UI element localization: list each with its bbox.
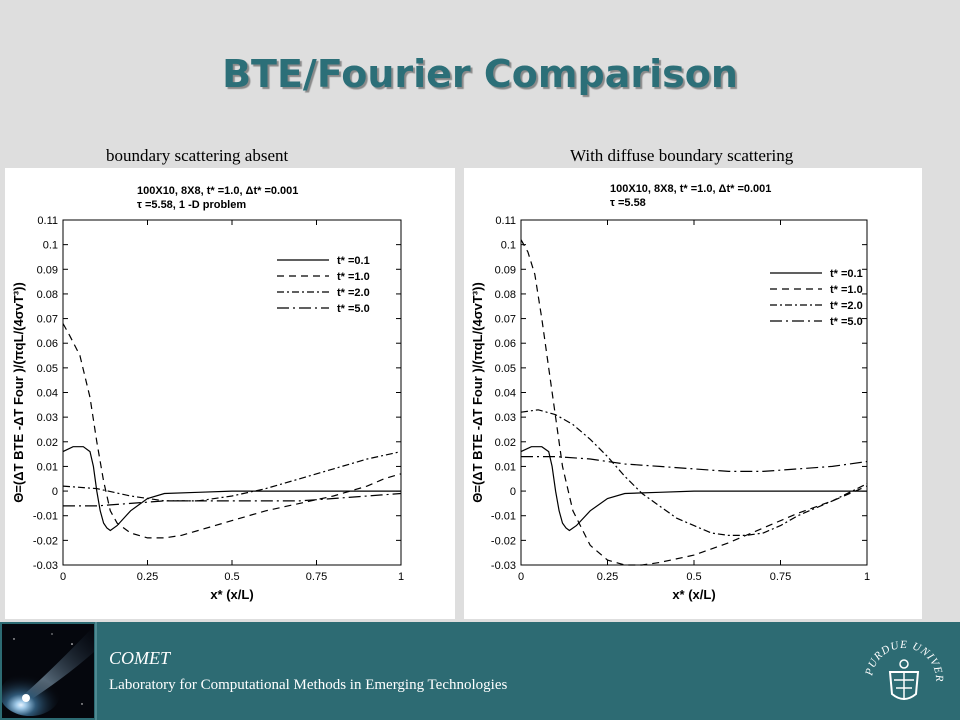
purdue-seal-icon: PURDUE UNIVERSITY (862, 632, 944, 700)
chart-caption-left: boundary scattering absent (106, 146, 289, 165)
y-tick-label: 0.07 (37, 314, 58, 326)
legend-label-4: t* =5.0 (337, 303, 370, 315)
y-tick-label: 0.11 (37, 215, 58, 227)
footer-bar: COMET Laboratory for Computational Metho… (0, 622, 960, 720)
y-tick-label: 0.09 (495, 264, 516, 276)
legend-label-4: t* =5.0 (830, 316, 863, 328)
series-line-1 (62, 446, 401, 532)
y-tick-label: -0.01 (491, 511, 516, 523)
y-axis-label: Θ=(ΔT BTE -ΔT Four )/(πqL/(4σvT³)) (11, 282, 26, 503)
legend-label-2: t* =1.0 (830, 284, 863, 296)
y-tick-label: 0 (52, 486, 58, 498)
series-line-1 (520, 446, 867, 532)
y-tick-label: 0.03 (37, 412, 58, 424)
y-tick-label: 0.04 (37, 388, 58, 400)
x-tick-label: 0.5 (224, 571, 239, 583)
chart-right: 0.11 0.1 0.09 0.08 0.07 0.06 0.05 0.04 0.03 0.02 0… (470, 183, 870, 602)
x-tick-label: 0 (518, 571, 524, 583)
y-tick-label: 0.08 (37, 289, 58, 301)
chart-annotation-line-1: 100X10, 8X8, t* =1.0, Δt* =0.001 (610, 183, 771, 195)
y-tick-label: -0.01 (33, 511, 58, 523)
y-tick-label: 0.02 (37, 437, 58, 449)
y-tick-label: -0.03 (491, 560, 516, 572)
y-tick-label: 0.03 (495, 412, 516, 424)
y-tick-label: 0.01 (495, 461, 516, 473)
y-tick-label: 0.05 (495, 363, 516, 375)
footer-org-name: COMET (109, 648, 171, 668)
x-axis-label: x* (x/L) (210, 587, 253, 602)
chart-annotation-line-2: τ =5.58 (610, 197, 646, 209)
x-tick-label: 0.5 (686, 571, 701, 583)
x-tick-label: 1 (864, 571, 870, 583)
chart-left: 0.11 0.1 0.09 0.08 0.07 0.06 0.05 0.04 0.03 0.02 0… (11, 185, 404, 602)
legend-label-1: t* =0.1 (830, 268, 863, 280)
slide-title: BTE/Fourier Comparison (222, 52, 738, 96)
plot-frame (520, 219, 868, 566)
series-line-3 (520, 409, 868, 536)
footer-separator (95, 622, 97, 720)
y-tick-label: -0.03 (33, 560, 58, 572)
series-line-2 (62, 323, 402, 539)
x-tick-label: 0.25 (597, 571, 618, 583)
legend-label-2: t* =1.0 (337, 271, 370, 283)
x-tick-label: 0.25 (137, 571, 158, 583)
y-tick-label: 0.1 (43, 240, 58, 252)
y-tick-label: 0.06 (495, 338, 516, 350)
y-tick-label: 0.08 (495, 289, 516, 301)
y-tick-label: 0.05 (37, 363, 58, 375)
y-tick-label: 0.01 (37, 461, 58, 473)
y-tick-label: -0.02 (491, 535, 516, 547)
legend-label-1: t* =0.1 (337, 255, 370, 267)
series-line-4 (521, 456, 868, 472)
comet-icon (2, 624, 94, 718)
x-tick-label: 0.75 (770, 571, 791, 583)
y-axis-label: Θ=(ΔT BTE -ΔT Four )/(πqL/(4σvT³)) (470, 282, 485, 503)
chart-panel-right: 0.11 0.1 0.09 0.08 0.07 0.06 0.05 0.04 0.03 0.02 0… (464, 168, 922, 619)
chart-annotation-line-1: 100X10, 8X8, t* =1.0, Δt* =0.001 (137, 185, 298, 197)
chart-annotation-line-2: τ =5.58, 1 -D problem (137, 199, 246, 211)
y-tick-label: 0.11 (495, 215, 516, 227)
y-tick-label: 0.04 (495, 388, 516, 400)
x-tick-label: 1 (398, 571, 404, 583)
x-tick-label: 0.75 (306, 571, 327, 583)
footer-lab-name: Laboratory for Computational Methods in … (109, 677, 508, 693)
y-tick-label: 0.07 (495, 314, 516, 326)
y-tick-label: -0.02 (33, 535, 58, 547)
x-tick-label: 0 (60, 571, 66, 583)
x-axis-label: x* (x/L) (672, 587, 715, 602)
series-line-2 (520, 239, 868, 566)
legend-label-3: t* =2.0 (830, 300, 863, 312)
y-tick-label: 0.02 (495, 437, 516, 449)
chart-caption-right: With diffuse boundary scattering (570, 146, 794, 165)
chart-panel-left: 0.11 0.1 0.09 0.08 0.07 0.06 0.05 0.04 0.03 0.02 0… (5, 168, 455, 619)
y-tick-label: 0.09 (37, 264, 58, 276)
series-line-3 (62, 451, 402, 502)
y-tick-label: 0.06 (37, 338, 58, 350)
legend-label-3: t* =2.0 (337, 287, 370, 299)
y-tick-label: 0.1 (501, 240, 516, 252)
series-line-4 (63, 492, 402, 507)
y-tick-label: 0 (510, 486, 516, 498)
